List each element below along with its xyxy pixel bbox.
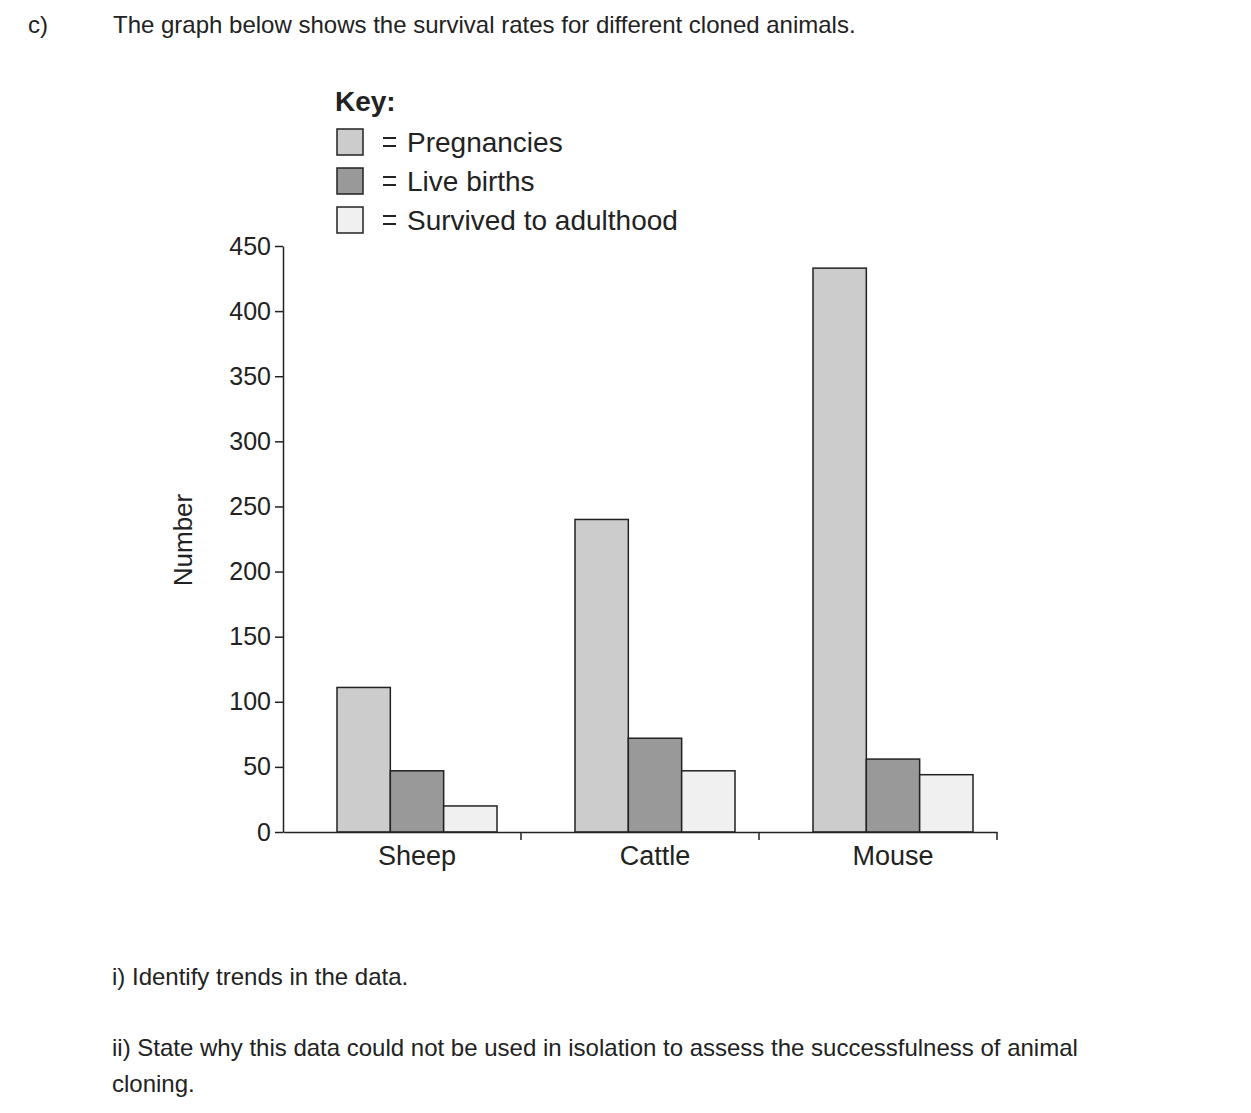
bar: [813, 268, 866, 832]
bar: [866, 759, 919, 832]
x-boundary-tick: [520, 832, 522, 840]
question-text: i) Identify trends in the data.: [112, 959, 1112, 995]
y-tick-label: 300: [229, 427, 271, 455]
x-boundary-tick: [758, 832, 760, 840]
y-tick-mark: [275, 311, 283, 313]
y-tick-label: 350: [229, 362, 271, 390]
y-tick-label: 100: [229, 687, 271, 715]
legend-equals: [383, 137, 396, 139]
legend-equals: [383, 215, 396, 217]
legend-equals: [383, 223, 396, 225]
x-axis: Sheep Cattle Mouse: [284, 832, 998, 871]
y-tick: 450: [229, 232, 283, 260]
y-tick: 50: [243, 752, 283, 780]
x-tick-label: Sheep: [378, 841, 456, 871]
x-boundary-tick: [996, 832, 998, 840]
legend-swatch: [337, 129, 363, 155]
question-text: ii) State why this data could not be use…: [112, 1030, 1112, 1102]
bar: [682, 771, 735, 832]
bar: [444, 806, 497, 832]
legend-swatch: [337, 168, 363, 194]
bar: [920, 775, 973, 832]
x-tick: Mouse: [852, 841, 933, 871]
y-tick-mark: [275, 767, 283, 769]
x-tick: Sheep: [378, 841, 456, 871]
y-tick-mark: [275, 246, 283, 248]
legend-swatch: [337, 207, 363, 233]
legend: Key: Pregnancies Live births Survived to ad…: [335, 86, 678, 236]
bar: [628, 738, 681, 832]
y-tick-label: 450: [229, 232, 271, 260]
legend-equals: [383, 184, 396, 186]
bar: [337, 687, 390, 832]
y-axis-title: Number: [168, 493, 198, 586]
y-tick-mark: [275, 571, 283, 573]
x-tick-label: Cattle: [620, 841, 691, 871]
y-tick: 100: [229, 687, 283, 715]
y-tick: 350: [229, 362, 283, 390]
bar: [575, 519, 628, 832]
y-tick: 0: [257, 818, 283, 846]
y-tick-label: 200: [229, 557, 271, 585]
bars: [337, 268, 973, 832]
bar: [390, 771, 443, 832]
y-tick-label: 0: [257, 818, 271, 846]
y-tick-label: 150: [229, 622, 271, 650]
y-tick-mark: [275, 376, 283, 378]
y-tick-mark: [275, 702, 283, 704]
y-tick: 250: [229, 492, 283, 520]
y-tick-mark: [275, 636, 283, 638]
y-tick-mark: [275, 506, 283, 508]
legend-title: Key:: [335, 86, 396, 117]
y-tick-label: 250: [229, 492, 271, 520]
question-label: c): [28, 7, 48, 43]
y-axis: 0 50 100 150 200 250 300 350 400 450: [229, 232, 283, 846]
y-tick-label: 400: [229, 297, 271, 325]
x-tick-label: Mouse: [852, 841, 933, 871]
legend-equals: [383, 176, 396, 178]
intro-text: The graph below shows the survival rates…: [113, 7, 856, 43]
y-tick: 300: [229, 427, 283, 455]
legend-equals: [383, 145, 396, 147]
y-tick: 200: [229, 557, 283, 585]
y-tick: 150: [229, 622, 283, 650]
y-tick-mark: [275, 441, 283, 443]
x-tick: Cattle: [620, 841, 691, 871]
y-tick: 400: [229, 297, 283, 325]
y-tick-label: 50: [243, 752, 271, 780]
legend-label: Live births: [407, 166, 535, 197]
y-axis-line: [283, 247, 285, 833]
y-tick-mark: [275, 832, 283, 834]
legend-label: Survived to adulthood: [407, 205, 678, 236]
x-axis-line: [284, 832, 998, 834]
legend-label: Pregnancies: [407, 127, 563, 158]
